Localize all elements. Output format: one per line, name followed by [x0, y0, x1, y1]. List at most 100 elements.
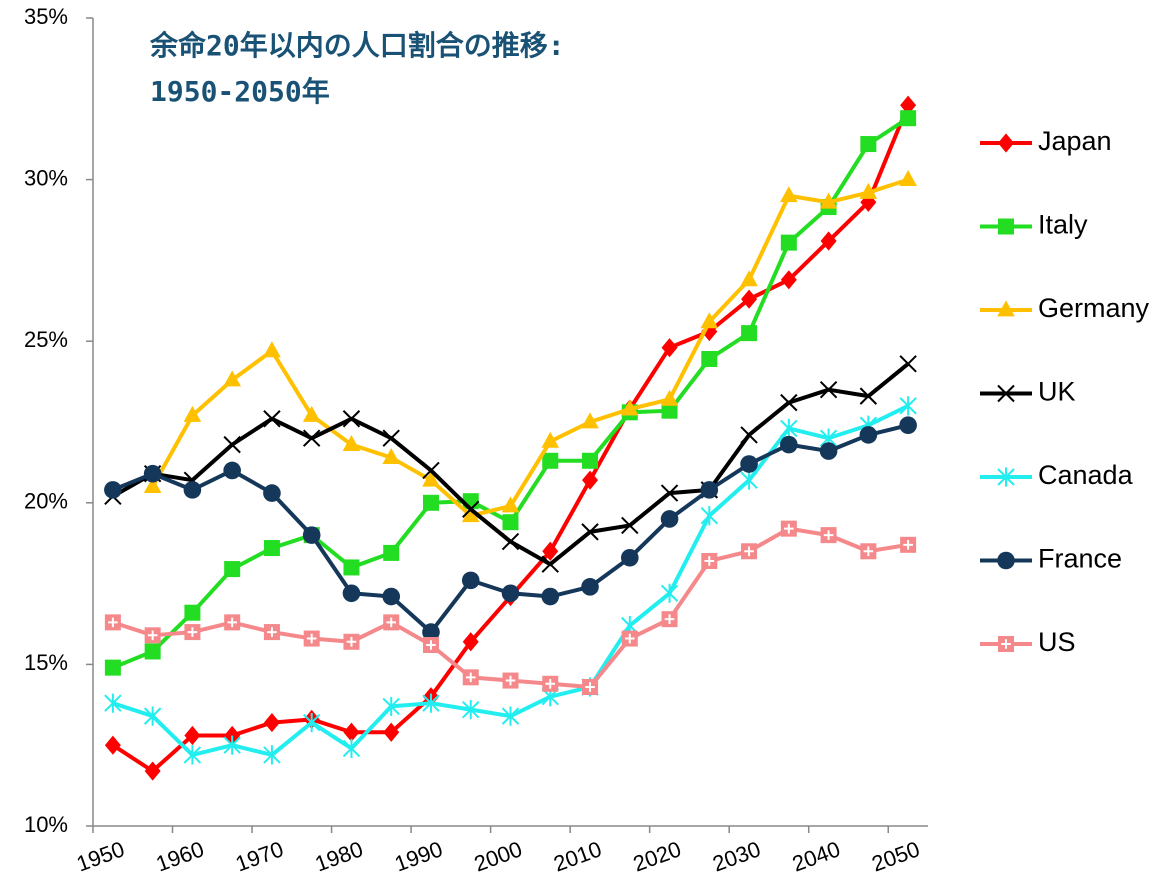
marker-shape	[342, 410, 361, 428]
marker	[223, 370, 241, 387]
x-tick-label: 2050	[868, 836, 923, 876]
marker-shape	[342, 738, 361, 759]
marker	[422, 637, 439, 654]
marker	[183, 481, 202, 499]
marker	[780, 520, 797, 537]
marker	[900, 95, 917, 115]
marker-shape	[462, 632, 479, 652]
marker-shape	[819, 192, 838, 209]
marker-shape	[997, 467, 1015, 487]
marker-shape	[342, 435, 361, 452]
marker-shape	[701, 350, 718, 367]
marker	[701, 321, 718, 342]
x-tick-label: 2030	[709, 836, 764, 876]
marker-shape	[780, 234, 797, 251]
marker	[303, 630, 320, 647]
legend-marker	[998, 133, 1014, 153]
marker	[501, 706, 520, 726]
marker	[382, 447, 401, 464]
marker	[820, 231, 837, 251]
marker	[700, 506, 719, 526]
marker	[302, 526, 321, 544]
marker-shape	[104, 735, 121, 755]
marker-shape	[263, 484, 281, 502]
marker	[581, 523, 599, 541]
marker	[502, 672, 519, 689]
marker	[502, 514, 519, 531]
marker	[819, 442, 838, 460]
marker-shape	[581, 412, 599, 429]
marker	[501, 532, 520, 551]
legend-label: UK	[1038, 377, 1076, 407]
marker	[422, 494, 439, 511]
marker	[582, 470, 599, 490]
marker-shape	[542, 541, 559, 561]
marker-shape	[144, 643, 161, 660]
marker-shape	[899, 396, 917, 416]
marker-shape	[501, 532, 520, 551]
marker	[143, 477, 162, 494]
y-tick-label: 10%	[24, 812, 68, 837]
marker	[302, 712, 321, 733]
marker	[501, 584, 520, 603]
marker	[183, 745, 202, 765]
x-tick-label: 2000	[471, 836, 526, 876]
marker-shape	[899, 170, 917, 186]
marker-shape	[740, 270, 758, 287]
marker	[582, 679, 599, 696]
marker-shape	[620, 399, 639, 416]
y-tick-label: 25%	[24, 327, 68, 352]
marker-shape	[343, 722, 360, 742]
marker-shape	[422, 494, 439, 511]
marker	[740, 270, 758, 287]
marker-shape	[660, 510, 679, 528]
marker	[899, 170, 917, 186]
legend-label: US	[1038, 627, 1076, 657]
marker	[660, 484, 679, 502]
marker	[741, 289, 758, 309]
marker-shape	[224, 561, 241, 578]
marker	[660, 583, 679, 603]
marker-shape	[386, 617, 397, 628]
marker-shape	[263, 341, 281, 358]
marker-shape	[461, 506, 480, 523]
marker	[104, 735, 121, 755]
marker-shape	[187, 627, 198, 637]
marker-shape	[426, 640, 436, 650]
marker	[104, 481, 122, 499]
marker-shape	[422, 623, 440, 641]
marker-shape	[541, 431, 560, 448]
marker	[383, 614, 400, 631]
marker-shape	[143, 477, 162, 494]
marker-shape	[621, 516, 639, 535]
marker-shape	[660, 583, 679, 603]
marker-shape	[383, 722, 400, 742]
marker-shape	[223, 461, 241, 480]
marker-shape	[784, 523, 794, 534]
marker-shape	[700, 481, 719, 499]
marker	[900, 110, 917, 127]
marker-shape	[780, 393, 798, 412]
marker-shape	[859, 182, 878, 199]
marker-shape	[664, 614, 675, 624]
marker-shape	[582, 470, 599, 490]
marker	[741, 325, 758, 342]
marker	[899, 355, 917, 373]
marker-shape	[104, 659, 121, 676]
x-tick-label: 1970	[232, 836, 287, 876]
marker-shape	[998, 133, 1014, 153]
marker	[899, 416, 917, 435]
marker-shape	[227, 617, 237, 628]
marker	[183, 405, 202, 422]
marker	[740, 470, 758, 490]
legend-marker	[997, 300, 1015, 317]
marker	[859, 387, 878, 405]
marker	[859, 182, 878, 199]
marker-shape	[263, 410, 281, 428]
marker-shape	[860, 136, 877, 153]
marker	[661, 611, 678, 628]
marker-shape	[263, 540, 280, 557]
marker-shape	[819, 442, 838, 460]
marker-shape	[462, 500, 480, 518]
